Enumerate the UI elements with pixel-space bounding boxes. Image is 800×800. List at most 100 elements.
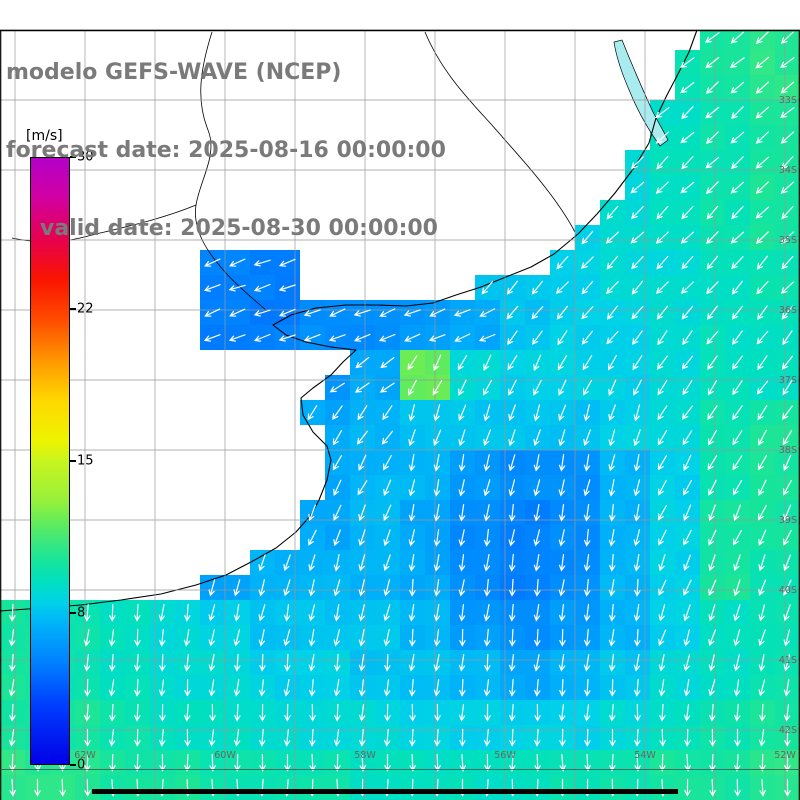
wave-direction-arrow	[609, 503, 616, 522]
wave-direction-arrow	[458, 404, 467, 422]
colorbar-tick-mark	[70, 612, 76, 614]
lat-tick-label: 36S	[779, 305, 797, 316]
wave-direction-arrow	[509, 628, 516, 647]
wave-direction-arrow	[609, 703, 616, 722]
wave-direction-arrow	[9, 603, 16, 622]
wave-direction-arrow	[484, 753, 491, 772]
wave-direction-arrow	[383, 629, 390, 647]
wave-direction-arrow	[159, 753, 166, 772]
wave-direction-arrow	[134, 678, 141, 697]
wave-direction-arrow	[333, 729, 341, 747]
wave-direction-arrow	[8, 679, 16, 697]
wave-direction-arrow	[278, 334, 296, 342]
wave-direction-arrow	[433, 479, 441, 497]
wave-direction-arrow	[34, 778, 41, 797]
wave-direction-arrow	[581, 330, 593, 345]
wave-direction-arrow	[203, 284, 221, 292]
colorbar-gradient	[30, 157, 70, 765]
wave-direction-arrow	[458, 554, 466, 572]
wave-direction-arrow	[658, 579, 667, 596]
wave-direction-arrow	[433, 679, 441, 697]
wave-direction-arrow	[731, 355, 743, 370]
wave-direction-arrow	[708, 629, 716, 647]
wave-direction-arrow	[458, 479, 465, 497]
wave-direction-arrow	[353, 309, 371, 317]
wave-direction-arrow	[555, 281, 569, 294]
wave-direction-arrow	[258, 629, 266, 647]
wave-direction-arrow	[584, 728, 591, 747]
wave-direction-arrow	[782, 430, 793, 446]
wave-direction-arrow	[508, 654, 516, 672]
wave-direction-arrow	[633, 429, 641, 447]
wave-direction-arrow	[583, 379, 592, 396]
lat-tick-label: 41S	[779, 655, 797, 666]
field-cell	[725, 0, 750, 25]
wave-direction-arrow	[683, 629, 690, 647]
lon-tick-label: 52W	[774, 750, 796, 761]
wave-direction-arrow	[608, 529, 616, 547]
wave-direction-arrow	[334, 653, 341, 672]
wave-direction-arrow	[433, 579, 441, 597]
wave-direction-arrow	[357, 405, 368, 421]
wave-direction-arrow	[734, 728, 741, 747]
wave-direction-arrow	[556, 305, 569, 320]
wave-direction-arrow	[631, 206, 644, 220]
wave-direction-arrow	[309, 753, 316, 772]
wave-direction-arrow	[681, 8, 694, 18]
wave-direction-arrow	[655, 231, 669, 244]
wave-direction-arrow	[84, 703, 91, 722]
wave-direction-arrow	[533, 604, 541, 622]
wave-direction-arrow	[283, 554, 291, 572]
wave-direction-arrow	[783, 704, 791, 722]
wave-direction-arrow	[757, 455, 768, 471]
wave-direction-arrow	[706, 205, 719, 220]
wave-direction-arrow	[159, 628, 166, 647]
wave-direction-arrow	[606, 255, 619, 270]
wave-direction-arrow	[707, 429, 717, 446]
wave-direction-arrow	[633, 654, 641, 672]
wave-direction-arrow	[433, 429, 442, 447]
wave-direction-arrow	[781, 156, 794, 170]
wave-direction-arrow	[784, 728, 791, 747]
wave-direction-arrow	[253, 283, 271, 292]
colorbar-tick-mark	[70, 460, 76, 462]
wave-direction-arrow	[656, 8, 668, 18]
wave-direction-arrow	[332, 430, 343, 446]
colorbar-tick-label: 30	[77, 149, 94, 165]
wave-direction-arrow	[631, 280, 644, 295]
wave-direction-arrow	[780, 107, 795, 119]
wave-direction-arrow	[458, 579, 465, 597]
wave-direction-arrow	[408, 379, 417, 396]
wave-direction-arrow	[580, 256, 594, 269]
wave-direction-arrow	[705, 131, 719, 144]
wave-direction-arrow	[354, 382, 370, 393]
wave-direction-arrow	[683, 504, 692, 522]
wave-direction-arrow	[757, 355, 768, 371]
field-cell	[750, 30, 775, 50]
forecast-date-label: forecast date: 2025-08-16 00:00:00	[6, 138, 446, 163]
wave-direction-arrow	[159, 653, 166, 672]
wave-direction-arrow	[707, 405, 718, 421]
wave-direction-arrow	[758, 729, 766, 747]
wave-direction-arrow	[454, 333, 471, 342]
wave-direction-arrow	[408, 454, 416, 472]
lat-tick-label: 42S	[779, 725, 797, 736]
wave-direction-arrow	[708, 554, 716, 572]
wave-direction-arrow	[483, 528, 491, 547]
wave-direction-arrow	[234, 753, 241, 772]
lagoon	[613, 39, 669, 147]
wave-direction-arrow	[656, 205, 669, 220]
wave-direction-arrow	[583, 654, 591, 672]
wave-direction-arrow	[158, 604, 166, 622]
wave-direction-arrow	[383, 554, 391, 572]
wave-direction-arrow	[508, 529, 515, 547]
wave-direction-arrow	[229, 258, 246, 267]
wave-direction-arrow	[458, 454, 466, 472]
wave-direction-arrow	[109, 753, 116, 772]
wave-direction-arrow	[478, 333, 496, 342]
wave-direction-arrow	[758, 554, 766, 572]
wave-direction-arrow	[608, 579, 616, 597]
wave-direction-arrow	[183, 629, 191, 647]
lat-tick-label: 37S	[779, 375, 797, 386]
